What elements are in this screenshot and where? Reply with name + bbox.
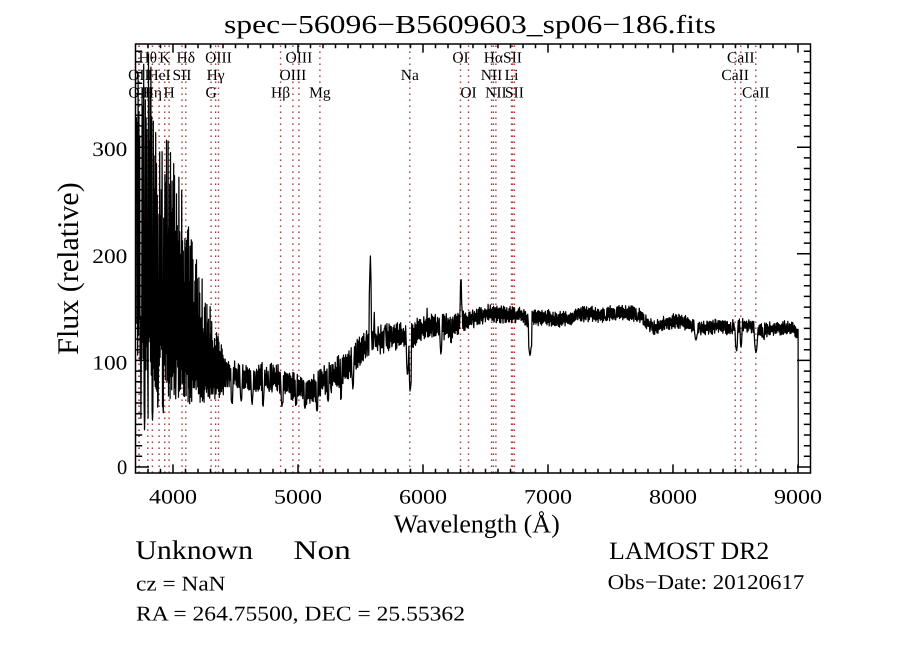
svg-text:OIII: OIII (286, 49, 313, 66)
svg-text:Hθ: Hθ (138, 49, 157, 66)
svg-text:Flux (relative): Flux (relative) (52, 182, 85, 354)
svg-text:6000: 6000 (399, 487, 447, 509)
svg-text:Hγ: Hγ (207, 67, 225, 84)
svg-text:OI: OI (460, 84, 476, 101)
svg-text:7000: 7000 (524, 487, 572, 509)
svg-text:OIII: OIII (280, 67, 307, 84)
svg-text:Na: Na (401, 67, 419, 84)
svg-text:RA = 264.75500, DEC = 25.5536: RA = 264.75500, DEC = 25.55362 (136, 602, 465, 626)
svg-text:Hη: Hη (143, 84, 162, 101)
svg-text:SII: SII (503, 49, 522, 66)
svg-text:OII: OII (128, 67, 150, 84)
svg-text:Hβ: Hβ (271, 84, 290, 101)
svg-text:SII: SII (173, 67, 192, 84)
svg-text:9000: 9000 (774, 487, 822, 509)
svg-text:Mg: Mg (309, 84, 331, 101)
svg-text:HeI: HeI (147, 67, 170, 84)
svg-text:OI: OI (452, 49, 468, 66)
svg-text:200: 200 (92, 246, 127, 268)
svg-text:100: 100 (92, 352, 127, 374)
svg-text:SII: SII (505, 84, 524, 101)
svg-text:CaII: CaII (742, 84, 770, 101)
svg-text:G: G (205, 84, 216, 101)
svg-text:CaII: CaII (727, 49, 755, 66)
svg-text:OII: OII (128, 84, 150, 101)
svg-text:0: 0 (117, 457, 127, 479)
svg-text:8000: 8000 (649, 487, 697, 509)
svg-text:NII: NII (481, 67, 503, 84)
svg-text:Hδ: Hδ (177, 49, 196, 66)
svg-text:300: 300 (92, 139, 127, 161)
svg-text:5000: 5000 (274, 487, 322, 509)
svg-text:4000: 4000 (149, 487, 197, 509)
svg-text:K: K (159, 49, 171, 66)
svg-text:cz = NaN: cz = NaN (136, 572, 226, 596)
svg-text:CaII: CaII (721, 67, 749, 84)
svg-text:NII: NII (485, 84, 507, 101)
svg-text:H: H (163, 84, 174, 101)
svg-text:Li: Li (505, 67, 519, 84)
svg-text:spec−56096−B5609603_sp06−186.f: spec−56096−B5609603_sp06−186.fits (224, 10, 716, 39)
svg-text:LAMOST DR2: LAMOST DR2 (609, 538, 769, 565)
svg-text:Obs−Date: 20120617: Obs−Date: 20120617 (608, 570, 805, 594)
svg-text:Non: Non (293, 535, 351, 565)
svg-text:OIII: OIII (205, 49, 232, 66)
svg-text:Unknown: Unknown (135, 535, 253, 565)
svg-text:Hα: Hα (484, 49, 503, 66)
svg-text:Wavelength (Å): Wavelength (Å) (394, 510, 560, 539)
